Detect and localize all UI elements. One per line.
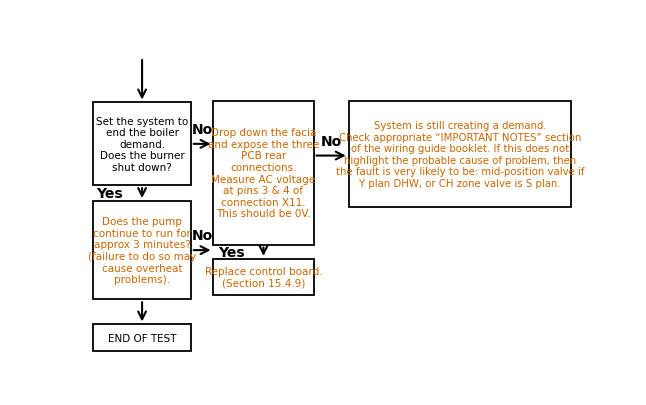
Text: System is still creating a demand.
Check appropriate “IMPORTANT NOTES” section
o: System is still creating a demand. Check… [336,121,584,189]
FancyBboxPatch shape [93,103,191,186]
Text: Yes: Yes [96,187,123,200]
FancyBboxPatch shape [349,102,571,208]
Text: Replace control board.
(Section 15.4.9): Replace control board. (Section 15.4.9) [205,266,322,288]
Text: Set the system to
end the boiler
demand.
Does the burner
shut down?: Set the system to end the boiler demand.… [96,116,188,173]
FancyBboxPatch shape [93,324,191,351]
Text: No: No [191,123,213,137]
FancyBboxPatch shape [93,201,191,300]
Text: END OF TEST: END OF TEST [108,333,176,343]
Text: Yes: Yes [218,245,244,259]
Text: Does the pump
continue to run for
approx 3 minutes?
(failure to do so may
cause : Does the pump continue to run for approx… [88,217,196,284]
FancyBboxPatch shape [213,259,313,295]
FancyBboxPatch shape [213,102,313,245]
Text: No: No [320,134,342,148]
Text: No: No [191,229,213,243]
Text: Drop down the facia
and expose the three
PCB rear
connections.
Measure AC voltag: Drop down the facia and expose the three… [208,128,319,219]
